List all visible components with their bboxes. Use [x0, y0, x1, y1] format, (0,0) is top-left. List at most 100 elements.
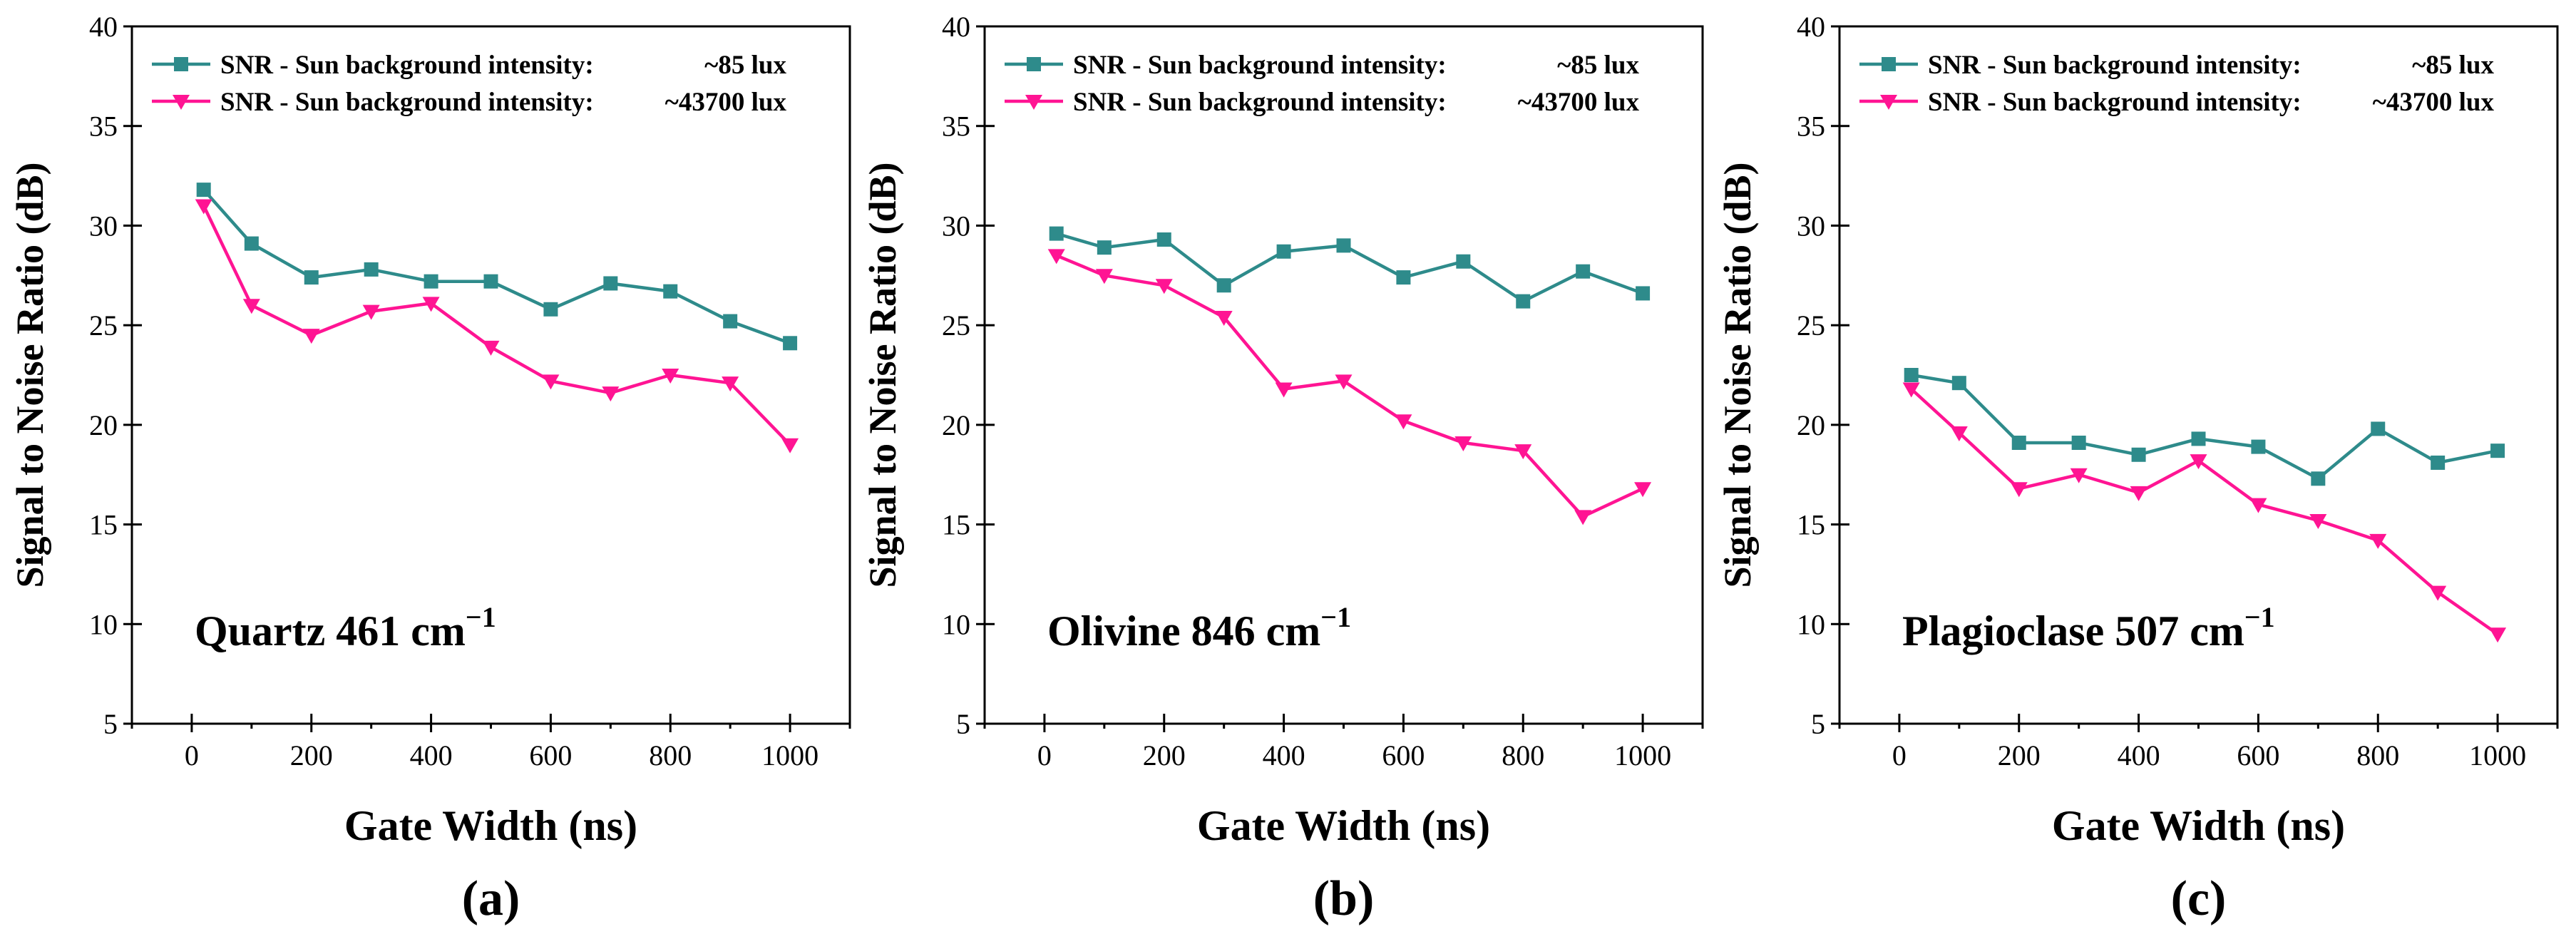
- panel-label: (b): [1313, 871, 1375, 926]
- data-point-triangle: [1902, 382, 1920, 398]
- x-tick-label: 600: [529, 739, 572, 771]
- x-tick-label: 200: [290, 739, 333, 771]
- legend-marker-square: [174, 57, 188, 71]
- y-tick-label: 25: [89, 309, 118, 342]
- y-tick-label: 35: [942, 111, 970, 143]
- data-point-triangle: [2130, 486, 2147, 501]
- x-tick-label: 800: [649, 739, 692, 771]
- y-tick-label: 5: [103, 708, 118, 740]
- y-axis-label: Signal to Noise Ratio (dB): [9, 162, 51, 588]
- data-point-triangle: [302, 329, 320, 344]
- x-tick-label: 800: [1502, 739, 1544, 771]
- data-point-square: [2071, 436, 2086, 451]
- data-point-triangle: [722, 376, 739, 392]
- x-tick-label: 400: [410, 739, 453, 771]
- data-point-triangle: [1514, 444, 1532, 460]
- data-point-square: [1049, 226, 1064, 241]
- y-tick-label: 5: [1811, 708, 1825, 740]
- data-point-triangle: [2249, 498, 2267, 513]
- y-tick-label: 25: [1797, 309, 1825, 342]
- data-point-triangle: [1047, 249, 1065, 265]
- data-point-square: [2191, 431, 2206, 446]
- data-point-square: [723, 314, 738, 329]
- data-point-square: [364, 262, 379, 277]
- data-point-square: [1951, 376, 1966, 391]
- mineral-name: Plagioclase 507 cm: [1902, 607, 2244, 655]
- x-tick-label: 0: [185, 739, 199, 771]
- data-point-triangle: [242, 299, 260, 314]
- data-point-square: [244, 236, 259, 251]
- y-tick-label: 30: [89, 210, 118, 242]
- legend-marker-square: [1027, 57, 1041, 71]
- data-point-triangle: [422, 297, 440, 312]
- data-point-triangle: [602, 386, 620, 402]
- data-point-triangle: [1095, 269, 1113, 284]
- data-point-square: [483, 274, 498, 289]
- x-axis-label: Gate Width (ns): [2052, 802, 2345, 849]
- data-point-square: [304, 270, 319, 285]
- x-tick-label: 600: [1382, 739, 1425, 771]
- data-point-triangle: [2429, 585, 2447, 601]
- data-point-triangle: [542, 374, 560, 390]
- data-point-square: [2131, 447, 2146, 462]
- data-point-square: [1456, 254, 1471, 269]
- data-point-square: [1156, 232, 1171, 247]
- series-line-low-intensity: [1911, 373, 2498, 481]
- x-axis-label: Gate Width (ns): [344, 802, 637, 849]
- data-point-triangle: [1275, 382, 1293, 398]
- legend-value: ~85 lux: [704, 51, 786, 80]
- y-tick-label: 15: [1797, 509, 1825, 541]
- data-point-triangle: [2070, 468, 2088, 483]
- data-point-triangle: [2489, 627, 2507, 643]
- legend-label: SNR - Sun background intensity:: [220, 88, 594, 117]
- y-tick-label: 20: [89, 409, 118, 441]
- x-tick-label: 600: [2237, 739, 2279, 771]
- x-tick-label: 0: [1037, 739, 1052, 771]
- x-tick-label: 1000: [2469, 739, 2526, 771]
- legend-label: SNR - Sun background intensity:: [1073, 88, 1447, 117]
- mineral-name: Olivine 846 cm: [1047, 607, 1320, 655]
- legend-value: ~85 lux: [1557, 51, 1639, 80]
- mineral-name: Quartz 461 cm: [195, 607, 466, 655]
- series-line-high-intensity: [202, 205, 791, 446]
- x-tick-label: 1000: [761, 739, 819, 771]
- y-tick-label: 35: [1797, 111, 1825, 143]
- legend-value: ~43700 lux: [1518, 88, 1640, 117]
- data-point-triangle: [1395, 414, 1412, 430]
- y-tick-label: 10: [942, 608, 970, 640]
- data-point-triangle: [1574, 510, 1592, 525]
- y-tick-label: 20: [942, 409, 970, 441]
- data-point-square: [2431, 455, 2446, 470]
- data-point-square: [1636, 286, 1651, 301]
- legend-marker-triangle: [173, 95, 190, 110]
- data-point-square: [543, 302, 558, 317]
- data-point-square: [2251, 439, 2266, 454]
- data-point-square: [1516, 294, 1531, 309]
- y-tick-label: 35: [89, 111, 118, 143]
- y-tick-label: 15: [942, 509, 970, 541]
- data-point-square: [2490, 443, 2505, 458]
- y-axis-label: Signal to Noise Ratio (dB): [1716, 162, 1759, 588]
- data-point-square: [603, 276, 618, 291]
- x-tick-label: 1000: [1614, 739, 1671, 771]
- y-tick-label: 20: [1797, 409, 1825, 441]
- data-point-square: [1097, 240, 1112, 255]
- series-line-high-intensity: [1055, 254, 1644, 518]
- data-point-square: [1576, 264, 1591, 279]
- data-point-triangle: [1454, 436, 1472, 452]
- data-point-triangle: [1950, 426, 1968, 442]
- data-point-square: [2371, 421, 2386, 436]
- data-point-triangle: [662, 369, 679, 384]
- y-tick-label: 10: [1797, 608, 1825, 640]
- y-tick-label: 10: [89, 608, 118, 640]
- x-tick-label: 800: [2356, 739, 2399, 771]
- y-tick-label: 30: [1797, 210, 1825, 242]
- data-point-triangle: [2309, 513, 2327, 529]
- data-point-triangle: [1335, 374, 1353, 390]
- y-tick-label: 40: [942, 11, 970, 43]
- legend-value: ~85 lux: [2412, 51, 2494, 80]
- legend-label: SNR - Sun background intensity:: [1073, 51, 1447, 80]
- y-tick-label: 30: [942, 210, 970, 242]
